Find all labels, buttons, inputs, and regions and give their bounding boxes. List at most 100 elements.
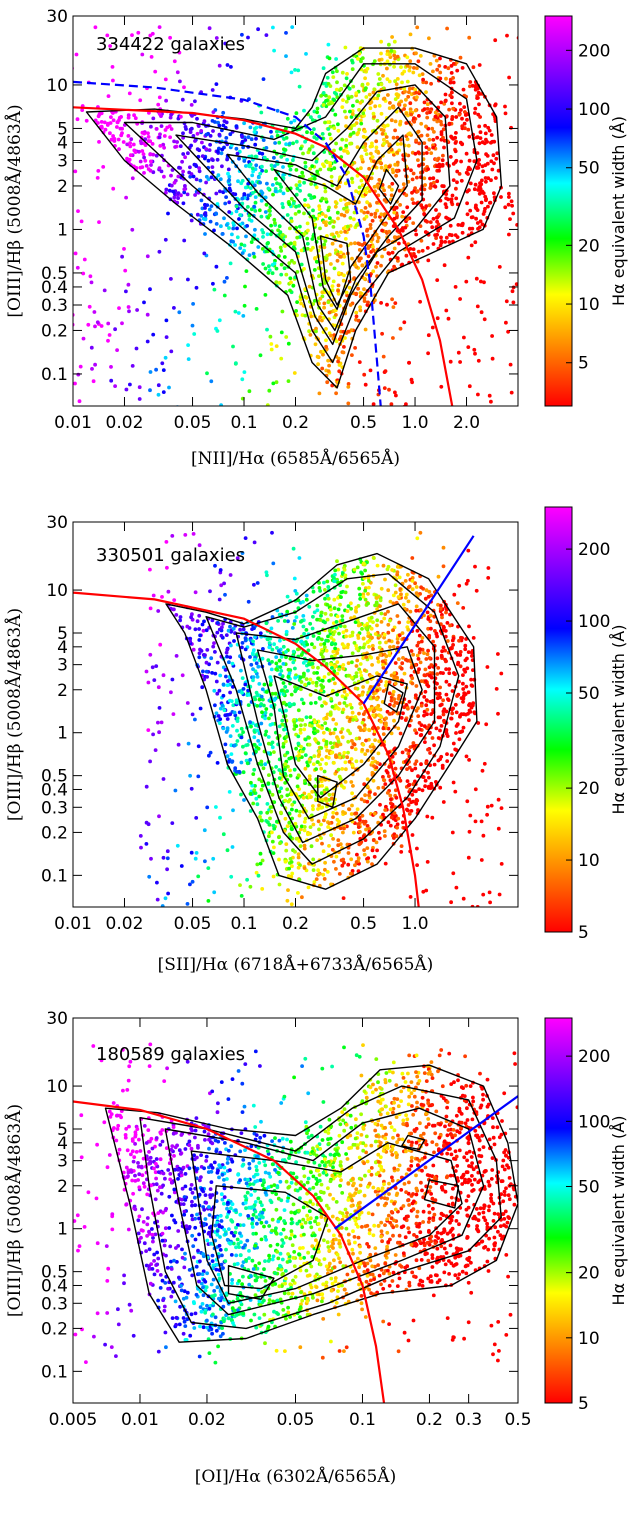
- scatter-point: [404, 402, 408, 406]
- scatter-point: [390, 187, 394, 192]
- scatter-point: [252, 767, 257, 772]
- scatter-point: [292, 371, 297, 375]
- scatter-point: [199, 214, 204, 218]
- scatter-point: [170, 534, 175, 538]
- scatter-point: [470, 703, 475, 708]
- scatter-point: [81, 271, 86, 276]
- scatter-point: [288, 276, 293, 281]
- scatter-point: [416, 129, 421, 134]
- scatter-point: [410, 579, 415, 583]
- scatter-point: [311, 807, 315, 812]
- scatter-point: [120, 254, 124, 259]
- scatter-point: [245, 877, 250, 882]
- scatter-point: [337, 755, 342, 760]
- scatter-point: [327, 56, 332, 61]
- scatter-point: [197, 169, 202, 174]
- scatter-point: [290, 864, 294, 869]
- scatter-point: [161, 855, 166, 860]
- scatter-point: [224, 136, 229, 140]
- scatter-point: [324, 99, 328, 103]
- scatter-point: [363, 726, 367, 731]
- scatter-point: [496, 168, 501, 173]
- scatter-point: [478, 186, 483, 191]
- scatter-point: [97, 112, 102, 117]
- scatter-point: [253, 784, 257, 788]
- scatter-point: [301, 701, 306, 706]
- scatter-point: [322, 301, 327, 306]
- scatter-point: [185, 624, 190, 629]
- scatter-point: [124, 195, 128, 200]
- scatter-point: [226, 167, 231, 172]
- scatter-point: [162, 145, 167, 150]
- scatter-point: [504, 299, 509, 304]
- scatter-point: [380, 254, 384, 259]
- scatter-point: [294, 183, 299, 188]
- scatter-point: [373, 738, 377, 742]
- scatter-point: [298, 730, 303, 735]
- scatter-point: [362, 372, 367, 377]
- scatter-point: [461, 725, 466, 730]
- scatter-point: [323, 239, 328, 243]
- scatter-point: [266, 741, 271, 746]
- scatter-point: [404, 97, 408, 102]
- scatter-point: [332, 859, 336, 864]
- scatter-point: [271, 192, 275, 197]
- scatter-point: [395, 77, 400, 81]
- scatter-point: [439, 122, 444, 127]
- scatter-point: [435, 681, 439, 686]
- scatter-point: [385, 66, 389, 71]
- scatter-point: [416, 158, 420, 163]
- scatter-point: [323, 620, 327, 625]
- scatter-point: [221, 190, 226, 195]
- scatter-point: [310, 789, 315, 794]
- scatter-point: [262, 682, 267, 687]
- scatter-point: [356, 57, 360, 61]
- scatter-point: [329, 262, 333, 266]
- scatter-point: [214, 212, 219, 216]
- scatter-point: [382, 386, 387, 390]
- scatter-point: [140, 52, 145, 57]
- scatter-point: [431, 137, 436, 142]
- scatter-point: [347, 86, 352, 91]
- scatter-point: [343, 760, 348, 765]
- scatter-point: [288, 226, 292, 231]
- scatter-point: [127, 309, 131, 314]
- scatter-point: [514, 282, 518, 287]
- scatter-point: [426, 333, 431, 338]
- scatter-point: [111, 186, 116, 191]
- scatter-point: [339, 784, 344, 788]
- y-tick-label: 0.3: [41, 296, 68, 316]
- scatter-point: [483, 176, 488, 180]
- scatter-point: [220, 232, 225, 236]
- scatter-point: [309, 131, 314, 135]
- scatter-point: [495, 151, 500, 156]
- scatter-point: [214, 82, 219, 86]
- scatter-point: [392, 50, 397, 54]
- scatter-point: [95, 320, 100, 325]
- scatter-point: [397, 575, 402, 580]
- scatter-point: [373, 792, 377, 796]
- scatter-point: [128, 141, 133, 145]
- scatter-point: [406, 132, 411, 137]
- scatter-point: [368, 222, 373, 227]
- scatter-point: [102, 288, 107, 293]
- scatter-point: [232, 710, 237, 715]
- scatter-point: [426, 648, 430, 653]
- scatter-point: [426, 351, 430, 356]
- scatter-point: [344, 290, 349, 295]
- scatter-point: [306, 203, 310, 208]
- scatter-point: [375, 688, 379, 693]
- scatter-point: [422, 141, 427, 146]
- scatter-point: [320, 704, 324, 708]
- scatter-point: [327, 792, 332, 797]
- scatter-point: [301, 614, 306, 618]
- scatter-point: [423, 667, 428, 672]
- scatter-point: [285, 824, 290, 829]
- scatter-point: [523, 196, 527, 200]
- scatter-point: [389, 118, 394, 123]
- scatter-point: [274, 661, 279, 666]
- scatter-point: [219, 403, 223, 406]
- scatter-point: [385, 140, 389, 144]
- scatter-point: [342, 568, 347, 572]
- scatter-point: [372, 708, 377, 713]
